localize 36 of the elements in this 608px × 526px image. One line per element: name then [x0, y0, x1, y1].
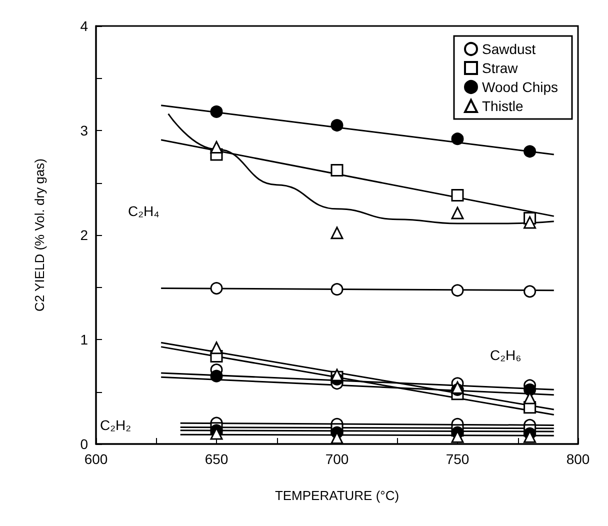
y-tick-label: 0 — [80, 436, 88, 452]
point — [330, 164, 344, 176]
x-tick-label: 650 — [204, 451, 228, 467]
legend-label: Wood Chips — [482, 79, 558, 95]
point — [524, 145, 536, 158]
annotation: C₂H₂ — [100, 417, 132, 433]
legend-label: Straw — [482, 60, 519, 76]
point — [210, 342, 223, 354]
x-tick-label: 600 — [84, 451, 108, 467]
point — [451, 189, 464, 202]
legend-label: Sawdust — [482, 41, 536, 57]
point — [210, 105, 223, 118]
point — [210, 370, 223, 382]
point — [210, 282, 223, 295]
y-tick-label: 4 — [80, 18, 88, 34]
x-tick-label: 750 — [446, 451, 470, 467]
legend-label: Thistle — [482, 98, 524, 114]
annotation: C₂H₄ — [128, 203, 160, 219]
point — [524, 216, 536, 229]
point — [524, 285, 536, 298]
point — [451, 206, 464, 220]
point — [451, 284, 464, 297]
x-tick-label: 800 — [566, 451, 590, 467]
y-tick-label: 2 — [80, 227, 88, 243]
point — [524, 383, 536, 396]
y-tick-label: 3 — [80, 122, 88, 138]
y-tick-label: 1 — [80, 332, 88, 348]
point — [451, 132, 464, 146]
point — [330, 226, 344, 240]
point — [210, 140, 223, 154]
point — [330, 119, 344, 132]
x-tick-label: 700 — [325, 451, 349, 467]
x-axis-title: TEMPERATURE (°C) — [274, 488, 400, 503]
point — [330, 283, 344, 296]
annotation: C₂H₆ — [490, 347, 522, 363]
y-axis-title: C2 YIELD (% Vol. dry gas) — [32, 158, 47, 312]
